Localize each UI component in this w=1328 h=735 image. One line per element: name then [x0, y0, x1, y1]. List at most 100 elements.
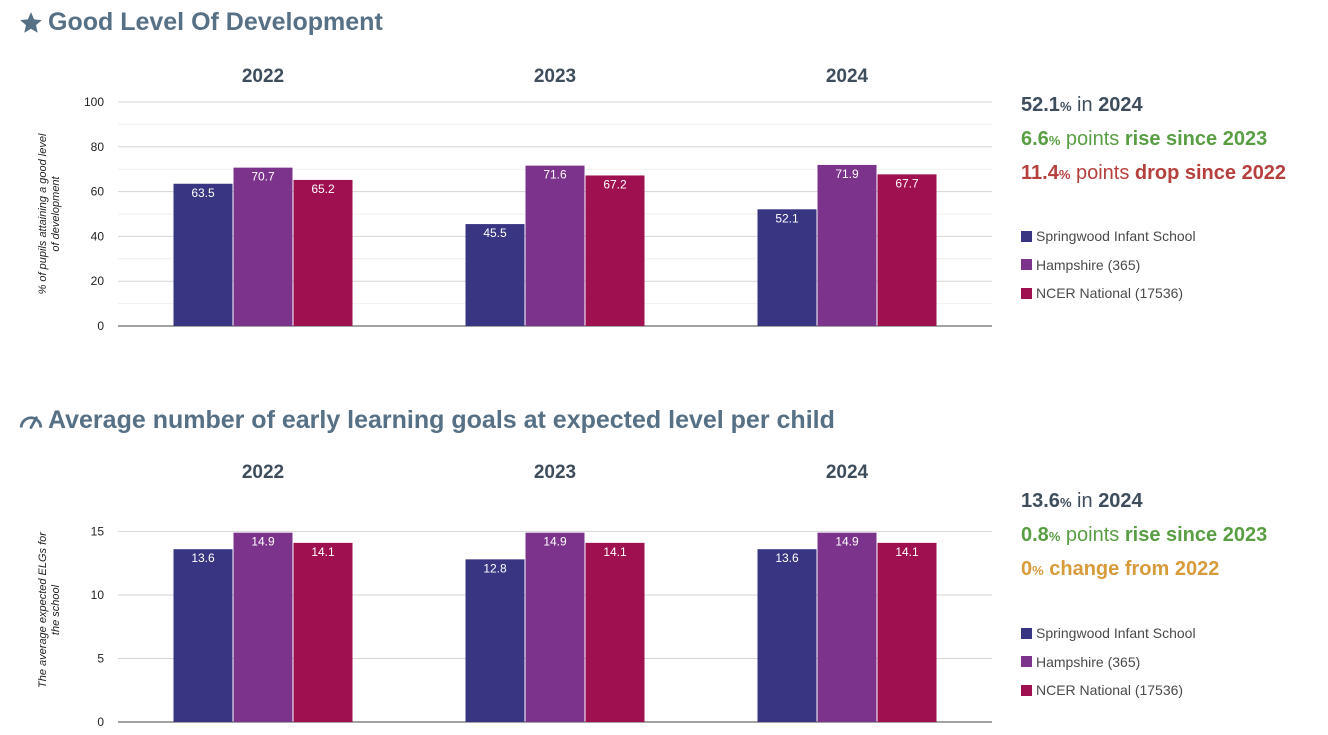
stat-value: 0 — [1021, 558, 1033, 580]
svg-text:of development: of development — [50, 175, 62, 251]
stat-value: 11.4 — [1021, 162, 1059, 184]
gld-legend-item[interactable]: Springwood Infant School — [1021, 222, 1321, 251]
stat-connector: points — [1060, 128, 1125, 150]
elg-legend-item[interactable]: Hampshire (365) — [1021, 648, 1321, 677]
legend-swatch — [1021, 627, 1032, 639]
stat-tail: drop since 2022 — [1134, 162, 1287, 184]
elg-y-tick-label: 10 — [91, 588, 105, 602]
svg-text:the school: the school — [50, 584, 62, 635]
legend-swatch — [1021, 230, 1032, 242]
elg-y-tick-label: 15 — [91, 524, 105, 538]
elg-bar — [817, 532, 877, 722]
elg-bar — [465, 559, 525, 722]
gld-legend-item[interactable]: Hampshire (365) — [1021, 251, 1321, 280]
elg-legend: Springwood Infant School Hampshire (365) N… — [1021, 619, 1321, 705]
gld-category-label: 2022 — [242, 66, 284, 87]
elg-bar-value-label: 13.6 — [191, 551, 215, 565]
gld-bar-value-label: 52.1 — [775, 211, 799, 225]
stat-unit: % — [1048, 529, 1061, 544]
gld-y-tick-label: 100 — [84, 95, 104, 109]
gld-bar-value-label: 45.5 — [483, 226, 507, 240]
gld-bar-value-label: 70.7 — [251, 170, 275, 184]
gld-bar — [525, 165, 585, 326]
legend-label: Springwood Infant School — [1036, 625, 1196, 642]
elg-category-label: 2023 — [534, 462, 576, 483]
elg-bar-value-label: 14.1 — [603, 545, 627, 559]
gld-bar — [465, 224, 525, 326]
elg-category-label: 2022 — [242, 462, 284, 483]
gld-y-tick-label: 60 — [91, 185, 105, 199]
gld-bar-value-label: 67.7 — [895, 176, 919, 190]
gld-bar-value-label: 65.2 — [311, 182, 335, 196]
stat-tail: 2024 — [1098, 490, 1143, 512]
gld-stat-line: 6.6% points rise since 2023 — [1021, 123, 1321, 157]
elg-bar-value-label: 14.1 — [895, 545, 919, 559]
stat-connector: in — [1071, 490, 1099, 512]
star-icon — [20, 11, 42, 33]
gld-bar-value-label: 63.5 — [191, 186, 215, 200]
gld-legend-item[interactable]: NCER National (17536) — [1021, 279, 1321, 308]
gld-bar — [585, 175, 645, 326]
legend-label: Springwood Infant School — [1036, 228, 1196, 245]
stat-unit: % — [1059, 495, 1072, 510]
legend-swatch — [1021, 287, 1032, 299]
elg-bar — [233, 532, 293, 722]
elg-legend-item[interactable]: Springwood Infant School — [1021, 619, 1321, 648]
stat-unit: % — [1032, 563, 1044, 578]
stat-tail: rise since 2023 — [1124, 128, 1268, 150]
legend-swatch — [1021, 259, 1032, 271]
elg-bar — [173, 549, 233, 722]
gld-legend: Springwood Infant School Hampshire (365) N… — [1021, 222, 1321, 308]
legend-swatch — [1021, 656, 1032, 668]
elg-bar-chart: 0 5 10 15 The average expected ELGs for the s… — [37, 462, 992, 729]
gld-y-tick-label: 20 — [91, 274, 105, 288]
elg-stat-line: 13.6% in 2024 — [1021, 485, 1321, 519]
gld-title: Good Level Of Development — [18, 8, 383, 37]
elg-bar-value-label: 12.8 — [483, 561, 507, 575]
elg-stats: 13.6% in 2024 0.8% points rise since 2023… — [1021, 485, 1321, 587]
gld-y-tick-label: 80 — [91, 140, 105, 154]
elg-title-text: Average number of early learning goals a… — [48, 406, 835, 434]
stat-unit: % — [1058, 167, 1071, 182]
elg-y-tick-label: 5 — [97, 651, 104, 665]
elg-bar-value-label: 14.9 — [835, 535, 859, 549]
stat-value: 6.6 — [1021, 128, 1049, 150]
stat-unit: % — [1048, 133, 1061, 148]
elg-stat-line: 0% change from 2022 — [1021, 553, 1321, 587]
gld-title-text: Good Level Of Development — [48, 8, 383, 36]
svg-text:% of pupils attaining a good l: % of pupils attaining a good level — [37, 133, 49, 294]
stat-unit: % — [1059, 99, 1072, 114]
gld-bar-value-label: 67.2 — [603, 177, 627, 191]
legend-label: Hampshire (365) — [1036, 653, 1141, 670]
gld-bar — [817, 164, 877, 326]
elg-bar-value-label: 14.9 — [251, 535, 275, 549]
elg-legend-item[interactable]: NCER National (17536) — [1021, 676, 1321, 705]
elg-title: Average number of early learning goals a… — [18, 406, 835, 435]
stat-value: 13.6 — [1021, 490, 1060, 512]
stat-tail: 2024 — [1098, 94, 1143, 116]
svg-text:The average expected ELGs for: The average expected ELGs for — [37, 531, 49, 688]
elg-bar-value-label: 13.6 — [775, 551, 799, 565]
elg-section: Average number of early learning goals a… — [0, 398, 1328, 735]
gld-bar-value-label: 71.6 — [543, 168, 567, 182]
stat-connector: points — [1070, 162, 1135, 184]
legend-swatch — [1021, 684, 1032, 696]
elg-bar-value-label: 14.9 — [543, 535, 567, 549]
elg-bar — [525, 532, 585, 722]
gld-stat-line: 52.1% in 2024 — [1021, 89, 1321, 123]
gld-section: Good Level Of Development 0 20 40 60 80 100 % … — [18, 8, 1321, 333]
elg-stat-line: 0.8% points rise since 2023 — [1021, 519, 1321, 553]
legend-label: NCER National (17536) — [1036, 285, 1184, 302]
gld-category-label: 2023 — [534, 66, 576, 87]
gld-y-tick-label: 0 — [97, 319, 104, 333]
stat-value: 52.1 — [1021, 94, 1060, 116]
gld-category-label: 2024 — [826, 66, 869, 87]
elg-bar — [293, 542, 353, 722]
elg-bar-value-label: 14.1 — [311, 545, 335, 559]
elg-bar — [757, 549, 817, 722]
elg-bar — [877, 542, 937, 722]
gld-bar — [757, 209, 817, 326]
elg-category-label: 2024 — [826, 462, 869, 483]
stat-tail: change from 2022 — [1049, 558, 1220, 580]
legend-label: NCER National (17536) — [1036, 682, 1184, 699]
